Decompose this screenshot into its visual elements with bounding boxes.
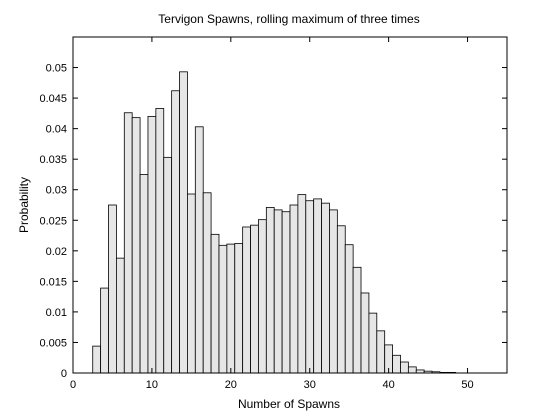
histogram-bar bbox=[155, 108, 165, 374]
histogram-bar bbox=[171, 90, 180, 374]
x-tick-label: 40 bbox=[383, 379, 395, 391]
y-tick-label: 0.025 bbox=[39, 215, 67, 227]
histogram-bar bbox=[202, 192, 212, 374]
y-tick-label: 0 bbox=[61, 368, 67, 380]
histogram-bar bbox=[407, 366, 417, 374]
y-tick-label: 0.02 bbox=[46, 246, 67, 258]
histogram-bar bbox=[131, 117, 141, 374]
y-tick-label: 0.01 bbox=[46, 307, 67, 319]
x-axis: 0 10 20 30 40 50 bbox=[70, 37, 474, 391]
histogram-bar bbox=[258, 219, 267, 374]
x-tick-label: 10 bbox=[146, 379, 158, 391]
y-tick-label: 0.035 bbox=[39, 154, 67, 166]
histogram-bar bbox=[242, 226, 251, 374]
y-tick-label: 0.05 bbox=[46, 63, 67, 75]
y-tick-label: 0.045 bbox=[39, 93, 67, 105]
histogram-bar bbox=[321, 202, 330, 374]
histogram-bar bbox=[376, 330, 386, 374]
x-tick-label: 20 bbox=[225, 379, 237, 391]
chart-title: Tervigon Spawns, rolling maximum of thre… bbox=[158, 12, 419, 26]
histogram-bar bbox=[179, 71, 188, 374]
x-tick-label: 0 bbox=[70, 379, 76, 391]
x-axis-label: Number of Spawns bbox=[238, 397, 340, 411]
histogram-bar bbox=[368, 312, 378, 374]
y-tick-label: 0.04 bbox=[46, 124, 67, 136]
histogram-bar bbox=[194, 126, 204, 374]
histogram-bar bbox=[281, 211, 291, 374]
histogram-bar bbox=[313, 198, 322, 374]
y-tick-label: 0.03 bbox=[46, 185, 67, 197]
histogram-bar bbox=[210, 233, 220, 374]
histogram-bar bbox=[265, 207, 275, 374]
histogram-bar bbox=[108, 204, 117, 374]
histogram-bar bbox=[273, 209, 283, 374]
plot-frame bbox=[72, 36, 508, 374]
histogram-bar bbox=[234, 243, 244, 374]
histogram-bar bbox=[344, 244, 354, 374]
histogram-bar bbox=[92, 345, 102, 374]
histogram-bar bbox=[187, 193, 196, 374]
histogram-bar bbox=[250, 224, 259, 374]
x-tick-label: 30 bbox=[304, 379, 316, 391]
histogram-bar bbox=[329, 209, 338, 374]
x-tick-label: 50 bbox=[461, 379, 473, 391]
histogram-bar bbox=[218, 244, 228, 374]
y-axis-label: Probability bbox=[17, 177, 31, 233]
histogram-bar bbox=[139, 174, 149, 374]
histogram-bar bbox=[116, 257, 125, 374]
histogram-bar bbox=[352, 266, 362, 374]
histogram-bar bbox=[289, 204, 299, 374]
y-tick-label: 0.015 bbox=[39, 276, 67, 288]
histogram-bar bbox=[360, 292, 370, 374]
bar-group bbox=[92, 71, 457, 374]
histogram-bar bbox=[100, 287, 109, 374]
y-axis: 0 0.005 0.01 0.015 0.02 0.025 0.03 0.035 0.04 0.0… bbox=[39, 63, 507, 380]
histogram-bar bbox=[305, 200, 315, 374]
histogram-bar bbox=[392, 354, 401, 374]
histogram-bar bbox=[123, 112, 133, 374]
histogram-bar bbox=[147, 116, 157, 374]
histogram-bar bbox=[336, 225, 346, 374]
histogram-bar bbox=[400, 361, 409, 374]
y-tick-label: 0.005 bbox=[39, 337, 67, 349]
histogram-bar bbox=[163, 156, 173, 374]
histogram-bar bbox=[226, 243, 236, 374]
histogram-bar bbox=[297, 194, 307, 374]
